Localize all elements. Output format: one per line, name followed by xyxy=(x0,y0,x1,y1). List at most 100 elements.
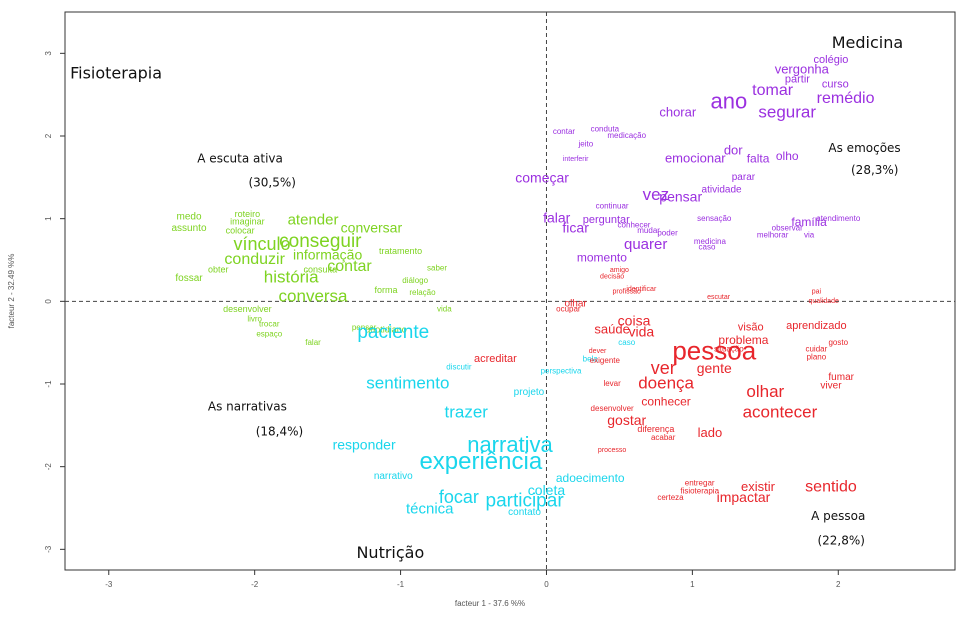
word-point: roteiro xyxy=(235,209,261,219)
word-point: focar xyxy=(439,487,479,507)
word-point: acreditar xyxy=(474,353,517,365)
word-point: problema xyxy=(718,333,768,347)
word-point: conversar xyxy=(341,219,403,235)
plot-frame xyxy=(64,11,956,571)
word-point: consulta xyxy=(304,264,338,274)
region-annotation: Medicina xyxy=(832,33,903,52)
word-point: pessoa xyxy=(672,335,756,365)
word-point: conhecer xyxy=(641,394,690,408)
word-point: vínculo xyxy=(233,234,290,254)
region-annotation: Nutrição xyxy=(356,543,424,562)
y-tick-label: 0 xyxy=(44,299,53,304)
word-point: falar xyxy=(543,209,571,225)
word-point: espaço xyxy=(256,330,282,339)
word-point: colocar xyxy=(226,225,255,235)
word-point: ficar xyxy=(562,219,589,235)
word-point: tratamento xyxy=(379,246,422,256)
word-point: família xyxy=(791,215,827,229)
word-point: conseguir xyxy=(279,231,362,252)
word-point: quotidiano xyxy=(365,325,407,335)
word-point: coleta xyxy=(528,482,566,498)
word-point: exigente xyxy=(590,356,621,365)
word-point: conversa xyxy=(279,287,349,306)
region-annotation: (28,3%) xyxy=(851,163,898,177)
word-point: projeto xyxy=(514,387,545,398)
word-point: obter xyxy=(208,264,229,274)
word-point: diálogo xyxy=(402,276,428,285)
word-point: medicação xyxy=(607,131,646,140)
word-point: atendimento xyxy=(816,214,861,223)
word-point: jeito xyxy=(578,139,594,148)
word-point: técnica xyxy=(406,501,454,518)
y-tick-label: 3 xyxy=(44,51,53,56)
word-point: caso xyxy=(618,338,635,347)
word-point: medicina xyxy=(694,237,727,246)
word-point: segurar xyxy=(758,102,816,121)
word-point: imaginar xyxy=(230,216,265,226)
word-point: falta xyxy=(747,151,770,165)
word-point: participar xyxy=(486,490,565,511)
word-point: pai xyxy=(812,288,822,295)
word-point: processo xyxy=(598,447,627,454)
word-point: doença xyxy=(638,373,694,392)
word-point: adoecimento xyxy=(556,471,625,485)
word-point: visão xyxy=(738,322,764,334)
word-point: pensar xyxy=(352,323,377,332)
x-tick-label: -3 xyxy=(105,580,113,589)
word-point: bela xyxy=(583,354,599,363)
word-point: gostar xyxy=(607,412,646,428)
region-annotation: (30,5%) xyxy=(248,176,295,190)
word-point: melhorar xyxy=(757,230,789,239)
word-point: contato xyxy=(508,507,541,518)
word-point: começar xyxy=(515,170,569,186)
word-point: sentimento xyxy=(366,373,449,392)
word-point: dor xyxy=(724,142,743,157)
word-point: quarer xyxy=(624,236,667,253)
y-tick-label: 2 xyxy=(44,133,53,138)
region-annotation: As emoções xyxy=(828,141,900,155)
word-point: saúde xyxy=(594,322,629,337)
word-point: acabar xyxy=(651,433,676,442)
word-point: profissão xyxy=(613,288,642,295)
word-point: partir xyxy=(785,74,810,86)
word-point: fossar xyxy=(175,273,203,284)
word-point: viver xyxy=(820,380,842,391)
y-axis-label: facteur 2 - 32.49 %% xyxy=(7,254,16,329)
annotations: Fisioterapia Medicina Nutrição A escuta ati… xyxy=(70,33,903,562)
word-point: acontecer xyxy=(743,402,818,421)
word-point: conhecer xyxy=(618,220,651,229)
word-point: desenvolver xyxy=(591,404,634,413)
word-point: desenvolver xyxy=(223,304,272,314)
word-point: assunto xyxy=(172,223,207,234)
word-point: narrativa xyxy=(467,432,553,457)
word-point: lado xyxy=(698,425,723,440)
x-tick-label: 2 xyxy=(836,580,841,589)
word-point: impactar xyxy=(717,489,771,505)
word-point: sentido xyxy=(805,479,857,496)
word-point: perspectiva xyxy=(541,367,582,376)
x-tick-label: -1 xyxy=(397,580,405,589)
word-point: narrativo xyxy=(374,471,413,482)
word-point: emocionar xyxy=(665,151,726,166)
x-tick-label: 0 xyxy=(544,580,549,589)
word-point: responder xyxy=(333,437,396,453)
word-point: amigo xyxy=(610,267,629,274)
word-point: conduzir xyxy=(224,251,285,268)
word-point: coisa xyxy=(618,313,651,329)
word-point: diferença xyxy=(637,424,674,434)
x-tick-label: 1 xyxy=(690,580,695,589)
word-point: atender xyxy=(288,211,339,228)
word-point: falar xyxy=(305,338,321,347)
word-point: olho xyxy=(776,149,799,163)
word-point: colégio xyxy=(814,54,849,66)
word-point: momento xyxy=(577,251,627,265)
region-annotation: A pessoa xyxy=(811,509,865,523)
word-point: olhar xyxy=(746,382,784,401)
word-point: parar xyxy=(732,172,756,183)
region-annotation: As narrativas xyxy=(208,400,287,414)
y-tick-label: -2 xyxy=(44,463,53,471)
word-point: situação xyxy=(714,344,744,353)
word-point: trocar xyxy=(259,320,280,329)
word-point: dever xyxy=(589,348,607,355)
